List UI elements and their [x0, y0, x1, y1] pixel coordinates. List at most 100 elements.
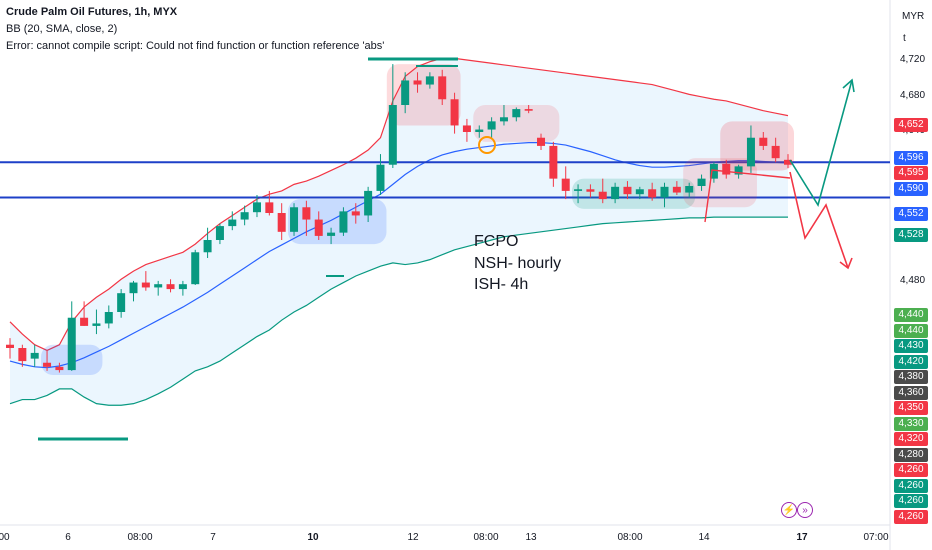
scale-mode-button[interactable]: t	[903, 33, 906, 44]
candle-body	[43, 362, 52, 367]
candle-body	[401, 80, 410, 105]
candle-body	[524, 109, 533, 111]
candle-body	[611, 186, 620, 200]
bb-basis-line	[9, 142, 789, 369]
candle-body	[648, 189, 657, 198]
candle-body	[722, 163, 731, 175]
candle-body	[784, 159, 792, 165]
candle-body	[771, 145, 780, 159]
candle-body	[92, 323, 101, 326]
time-tick: 14	[698, 532, 710, 543]
candle-body	[450, 99, 459, 126]
candle-body	[635, 189, 644, 195]
time-tick: 00	[0, 532, 10, 543]
candle-body	[215, 226, 224, 240]
candle-body	[302, 207, 311, 220]
currency-label[interactable]: MYR	[902, 11, 925, 22]
alert-price-label: 4,360	[894, 385, 928, 400]
candle-body	[499, 117, 508, 122]
candle-body	[734, 166, 743, 175]
alert-price-label: 4,280	[894, 447, 928, 462]
candle-body	[475, 129, 484, 132]
candle-body	[697, 178, 706, 186]
time-tick: 08:00	[127, 532, 153, 543]
candle-body	[487, 121, 496, 130]
candle-body	[623, 186, 632, 195]
candle-body	[141, 282, 150, 288]
annotation-line-1: FCPO	[474, 233, 519, 250]
alert-price-label: 4,440	[894, 323, 928, 338]
candle-body	[537, 137, 546, 146]
candle-body	[660, 186, 669, 198]
candle-body	[314, 219, 323, 236]
price-label: 4,595	[894, 166, 928, 180]
candle-body	[376, 164, 385, 191]
candle-body	[438, 76, 447, 100]
bb-lower-line	[9, 216, 788, 406]
candle-body	[265, 202, 274, 213]
alert-price-label: 4,440	[894, 308, 928, 322]
candle-body	[6, 344, 14, 348]
candle-body	[55, 366, 64, 371]
alert-price-label: 4,420	[894, 354, 928, 369]
candle-body	[129, 282, 138, 294]
time-tick: 10	[307, 532, 319, 543]
alert-price-label: 4,320	[894, 432, 928, 446]
candle-body	[746, 137, 755, 167]
candle-body	[561, 178, 570, 191]
time-tick: 07:00	[863, 532, 889, 543]
lightning-icon[interactable]: ⚡	[781, 502, 797, 518]
price-label: 4,596	[894, 151, 928, 165]
candle-body	[203, 240, 212, 253]
candle-body	[549, 145, 558, 179]
candle-body	[672, 186, 681, 193]
annotation-line-2: NSH- hourly	[474, 255, 562, 272]
price-label: 4,528	[894, 228, 928, 242]
candle-body	[30, 352, 39, 359]
highlight-zone-3	[386, 64, 461, 126]
alert-price-label: 4,380	[894, 370, 928, 384]
bb-fill	[10, 58, 788, 406]
fast-forward-icon[interactable]: »	[797, 502, 813, 518]
alert-price-label: 4,260	[894, 463, 928, 477]
price-label: 4,652	[894, 118, 928, 132]
candle-body	[104, 312, 113, 324]
price-label: 4,590	[894, 182, 928, 196]
candle-body	[117, 293, 126, 312]
bb-upper-line	[9, 57, 789, 352]
highlight-zone-7	[720, 121, 794, 171]
bearish-arrowhead	[839, 257, 853, 270]
candle-body	[277, 213, 286, 232]
candle-body	[228, 219, 237, 227]
price-tick: 4,720	[900, 54, 926, 65]
candle-body	[425, 76, 434, 85]
alert-price-label: 4,260	[894, 509, 928, 524]
candle-body	[166, 284, 175, 290]
alert-price-label: 4,350	[894, 401, 928, 415]
indicator-label[interactable]: BB (20, SMA, close, 2)	[6, 23, 118, 35]
candle-body	[290, 207, 299, 232]
price-tick: 4,480	[900, 275, 926, 286]
time-tick: 08:00	[617, 532, 643, 543]
alert-price-label: 4,330	[894, 416, 928, 431]
chart-title: Crude Palm Oil Futures, 1h, MYX	[6, 6, 178, 18]
bearish-projection	[789, 171, 849, 269]
candle-body	[512, 109, 521, 118]
signal-circle	[478, 136, 496, 154]
error-message: Error: cannot compile script: Could not …	[6, 40, 385, 52]
alert-price-label: 4,430	[894, 339, 928, 353]
alert-price-label: 4,260	[894, 478, 928, 493]
candle-body	[191, 252, 200, 285]
candle-body	[18, 348, 27, 362]
bullish-arrowhead	[842, 78, 855, 93]
candle-body	[252, 202, 261, 213]
price-tick: 4,680	[900, 90, 926, 101]
candle-body	[685, 186, 694, 193]
candle-body	[80, 317, 89, 326]
candle-body	[462, 125, 471, 132]
highlight-zone-4	[473, 105, 560, 142]
candle-body	[327, 232, 336, 236]
candle-body	[413, 80, 422, 85]
pattern-line	[704, 169, 791, 223]
